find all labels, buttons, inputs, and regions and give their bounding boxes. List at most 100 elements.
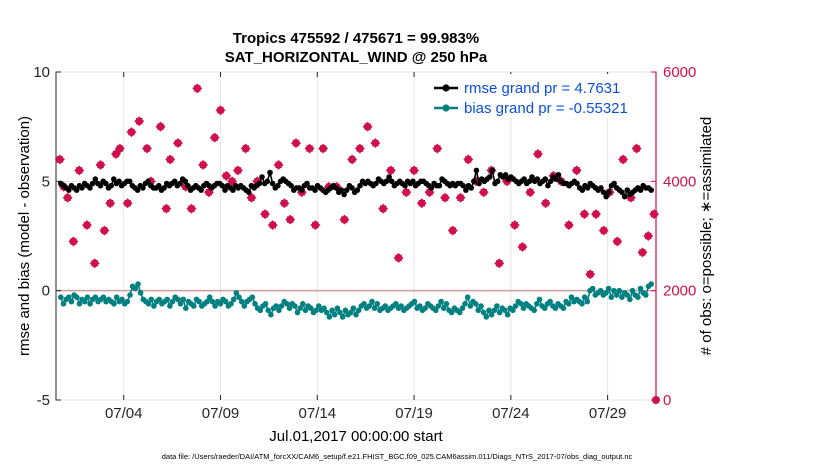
bias-point-79	[268, 311, 274, 318]
bias-point-52	[196, 298, 202, 305]
obs-point-50	[370, 138, 381, 149]
legend-box	[428, 74, 650, 118]
obs-point-88	[649, 209, 660, 220]
rmse-point-162	[486, 174, 493, 180]
rmse-point-188	[555, 172, 562, 178]
bias-point-164	[494, 303, 500, 309]
x-axis-label: Jul.01,2017 00:00:00 start	[269, 428, 443, 445]
bias-point-147	[448, 309, 455, 316]
obs-point-15	[142, 143, 152, 154]
rmse-point-213	[621, 193, 628, 200]
bias-point-209	[613, 292, 620, 298]
bias-point-20	[111, 301, 117, 307]
obs-point-68	[509, 220, 520, 231]
bias-point-168	[504, 311, 511, 318]
bias-point-122	[382, 303, 389, 309]
rmse-point-112	[354, 187, 361, 193]
rmse-point-62	[222, 187, 228, 193]
bias-point-11	[87, 301, 93, 307]
bias-point-162	[488, 311, 495, 318]
rmse-point-153	[463, 187, 469, 193]
rmse-point-143	[436, 182, 443, 189]
obs-point-77	[579, 209, 590, 220]
obs-point-32	[246, 192, 257, 203]
footnote: data file: /Users/raeder/DAI/ATM_forcXX/…	[162, 452, 633, 461]
rmse-point-11	[87, 185, 93, 191]
bias-point-29	[135, 281, 141, 287]
rmse-point-8	[79, 185, 85, 191]
obs-point-61	[455, 192, 466, 203]
y-left-tick-label-3: 10	[33, 64, 50, 81]
obs-point-87	[643, 231, 654, 241]
obs-point-5	[82, 220, 92, 231]
bias-point-42	[169, 298, 176, 305]
rmse-point-123	[383, 178, 390, 185]
bias-point-174	[520, 305, 527, 312]
obs-point-30	[232, 165, 243, 176]
bias-series	[58, 281, 654, 320]
obs-point-7	[95, 159, 106, 170]
bias-point-159	[480, 309, 487, 316]
rmse-point-87	[288, 182, 294, 189]
bias-point-152	[462, 301, 468, 307]
rmse-point-195	[574, 180, 580, 187]
bias-point-203	[597, 287, 604, 294]
rmse-point-39	[161, 185, 167, 191]
bias-point-151	[459, 305, 466, 312]
bias-point-9	[82, 298, 88, 305]
bias-point-103	[331, 311, 338, 318]
bias-point-119	[374, 301, 381, 307]
bias-point-13	[92, 294, 99, 301]
obs-point-80	[598, 225, 609, 236]
rmse-point-71	[246, 189, 252, 196]
obs-point-82	[612, 236, 623, 247]
bias-point-191	[565, 301, 572, 307]
bias-point-73	[252, 301, 258, 307]
bias-point-144	[441, 305, 447, 312]
rmse-point-175	[521, 176, 527, 182]
rmse-point-219	[637, 187, 644, 193]
obs-point-13	[126, 127, 137, 138]
rmse-point-223	[648, 187, 654, 193]
bias-point-81	[273, 303, 280, 309]
bias-point-85	[284, 301, 290, 307]
bias-point-215	[629, 287, 636, 294]
bias-point-133	[411, 298, 418, 305]
bias-point-40	[164, 296, 170, 303]
obs-point-64	[478, 187, 489, 198]
bias-point-3	[66, 294, 72, 301]
bias-point-218	[637, 285, 644, 292]
obs-point-42	[310, 220, 321, 231]
bias-point-197	[581, 294, 588, 301]
rmse-point-124	[386, 174, 392, 180]
bias-point-75	[257, 307, 264, 314]
bias-point-65	[230, 296, 237, 303]
rmse-point-183	[542, 176, 549, 182]
rmse-point-110	[349, 185, 355, 191]
x-tick-label-2: 07/14	[299, 405, 337, 422]
rmse-point-204	[598, 185, 604, 191]
bias-point-25	[124, 298, 131, 305]
obs-point-56	[416, 198, 427, 209]
obs-point-83	[618, 154, 629, 165]
bias-point-83	[278, 303, 285, 309]
rmse-point-130	[402, 182, 408, 189]
rmse-point-76	[259, 174, 265, 180]
obs-point-11	[114, 143, 125, 154]
obs-point-47	[347, 154, 358, 165]
obs-point-49	[362, 121, 373, 132]
rmse-point-185	[547, 178, 554, 185]
bias-point-126	[393, 301, 399, 307]
obs-point-2	[62, 192, 73, 203]
bias-point-91	[300, 301, 306, 307]
bias-point-158	[478, 303, 484, 309]
y-axis-right: 0 2000 4000 6000	[651, 64, 696, 409]
y-left-tick-label-1: 0	[42, 283, 50, 300]
legend-rmse-label: rmse grand pr = 4.7631	[464, 80, 620, 97]
obs-point-34	[260, 209, 270, 220]
rmse-point-75	[256, 180, 263, 187]
bias-point-184	[547, 298, 553, 305]
bias-point-196	[579, 301, 585, 307]
